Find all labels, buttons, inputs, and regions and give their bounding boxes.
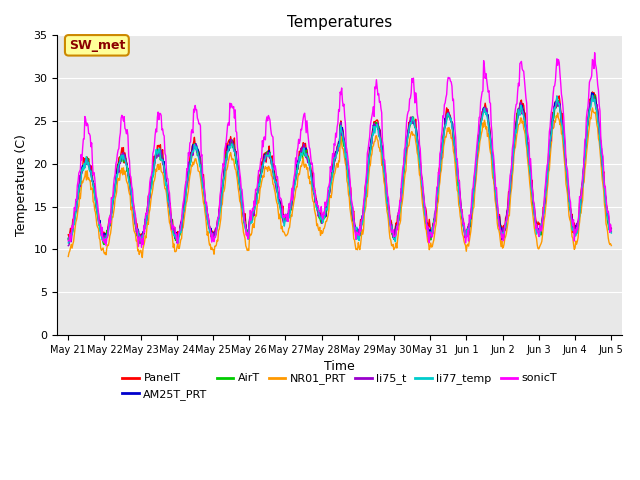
sonicT (186, 140, 194, 146)
AM25T_PRT (607, 226, 615, 231)
sonicT (406, 96, 414, 101)
li75_t (74, 192, 82, 198)
PanelT (186, 155, 194, 161)
PanelT (215, 216, 223, 221)
PanelT (422, 209, 430, 215)
NR01_PRT (186, 173, 194, 179)
Line: AirT: AirT (68, 96, 611, 244)
sonicT (74, 178, 82, 184)
AirT (406, 121, 414, 127)
li77_temp (214, 223, 221, 229)
NR01_PRT (65, 253, 72, 259)
NR01_PRT (589, 105, 596, 111)
X-axis label: Time: Time (324, 360, 355, 373)
li75_t (589, 93, 597, 99)
sonicT (215, 214, 223, 220)
li77_temp (422, 214, 429, 219)
AirT (591, 93, 598, 98)
Text: SW_met: SW_met (68, 39, 125, 52)
li77_temp (185, 166, 193, 172)
sonicT (65, 238, 72, 244)
AirT (100, 241, 108, 247)
AM25T_PRT (75, 184, 83, 190)
sonicT (607, 228, 615, 233)
Title: Temperatures: Temperatures (287, 15, 392, 30)
Line: PanelT: PanelT (68, 92, 611, 241)
AirT (422, 223, 430, 229)
AM25T_PRT (65, 235, 72, 241)
li77_temp (589, 92, 596, 98)
AM25T_PRT (215, 214, 223, 219)
PanelT (589, 89, 596, 95)
NR01_PRT (138, 254, 146, 260)
NR01_PRT (130, 228, 138, 233)
li75_t (130, 212, 138, 218)
PanelT (131, 214, 139, 220)
li75_t (185, 165, 193, 170)
Line: li75_t: li75_t (68, 96, 611, 246)
AM25T_PRT (588, 90, 595, 96)
Line: sonicT: sonicT (68, 53, 611, 247)
li75_t (214, 219, 221, 225)
PanelT (101, 239, 109, 244)
AM25T_PRT (65, 240, 73, 246)
li75_t (65, 243, 72, 249)
li77_temp (130, 211, 138, 216)
li75_t (406, 119, 413, 124)
li77_temp (74, 192, 82, 198)
li77_temp (406, 122, 413, 128)
AirT (186, 159, 194, 165)
PanelT (406, 114, 414, 120)
sonicT (422, 216, 430, 222)
Line: li77_temp: li77_temp (68, 95, 611, 243)
PanelT (65, 232, 72, 238)
Legend: PanelT, AM25T_PRT, AirT, NR01_PRT, li75_t, li77_temp, sonicT: PanelT, AM25T_PRT, AirT, NR01_PRT, li75_… (118, 369, 562, 404)
NR01_PRT (74, 206, 82, 212)
AirT (131, 217, 139, 223)
Line: AM25T_PRT: AM25T_PRT (68, 93, 611, 243)
NR01_PRT (422, 227, 430, 233)
li77_temp (607, 230, 615, 236)
AM25T_PRT (186, 162, 194, 168)
AM25T_PRT (422, 221, 430, 227)
AirT (65, 236, 72, 242)
AM25T_PRT (131, 211, 139, 217)
NR01_PRT (406, 133, 414, 139)
NR01_PRT (607, 243, 615, 249)
AM25T_PRT (406, 119, 414, 125)
PanelT (74, 196, 82, 202)
li77_temp (65, 240, 72, 246)
NR01_PRT (215, 228, 223, 233)
li75_t (422, 212, 429, 218)
AirT (607, 228, 615, 234)
AirT (74, 187, 82, 192)
Y-axis label: Temperature (C): Temperature (C) (15, 134, 28, 236)
AirT (215, 218, 223, 224)
sonicT (591, 50, 598, 56)
sonicT (130, 205, 138, 211)
sonicT (138, 244, 145, 250)
Line: NR01_PRT: NR01_PRT (68, 108, 611, 257)
PanelT (607, 225, 615, 231)
li75_t (607, 229, 615, 235)
